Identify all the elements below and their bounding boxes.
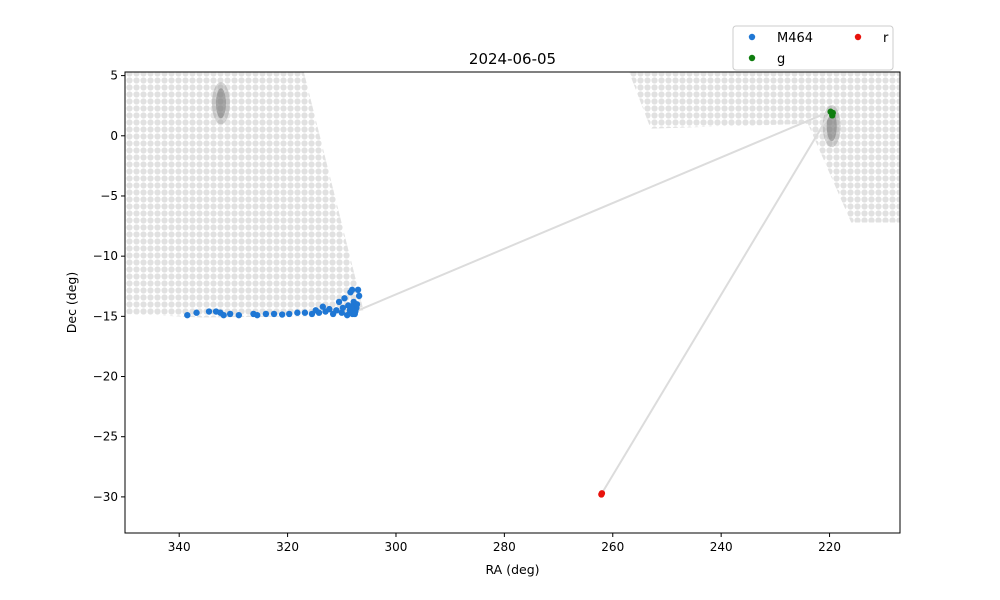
legend-box	[732, 25, 894, 71]
point-m464	[319, 303, 327, 310]
point-m464	[354, 286, 362, 294]
point-m464	[339, 304, 347, 312]
x-tick-label: 240	[710, 540, 733, 554]
point-m464	[220, 311, 227, 319]
legend-marker-m464	[748, 33, 756, 41]
plot-frame	[124, 71, 901, 534]
x-tick-label: 340	[168, 540, 191, 554]
legend-label-r: r	[883, 31, 889, 46]
point-m464	[333, 307, 340, 314]
footprint-field	[629, 72, 900, 223]
point-m464	[184, 311, 191, 319]
point-m464	[278, 311, 286, 318]
data-points	[184, 108, 836, 498]
point-m464	[193, 309, 200, 316]
y-tick-label: −25	[93, 430, 118, 444]
y-tick-label: 0	[110, 129, 118, 143]
point-m464	[341, 295, 348, 302]
point-m464	[355, 292, 363, 300]
galaxy-blob-core	[826, 111, 837, 142]
y-tick-label: 5	[110, 69, 118, 83]
y-tick-label: −10	[93, 249, 118, 263]
legend-marker-r	[854, 33, 862, 41]
legend-label-g: g	[777, 52, 785, 67]
point-m464	[286, 310, 293, 318]
point-m464	[294, 309, 301, 316]
point-m464	[205, 308, 213, 315]
x-tick-label: 320	[276, 540, 299, 554]
y-tick-label: −30	[93, 490, 118, 504]
galaxy-blob-core	[215, 88, 226, 119]
point-m464	[235, 311, 243, 319]
point-m464	[353, 301, 361, 308]
point-m464	[348, 286, 356, 294]
point-m464	[270, 310, 278, 318]
track-line	[601, 113, 831, 494]
x-tick-label: 300	[385, 540, 408, 554]
chart-title: 2024-06-05	[469, 50, 556, 68]
y-tick-label: −15	[93, 309, 118, 323]
x-axis: 340 320 300 280 260 240 220	[168, 533, 841, 554]
point-m464	[315, 309, 323, 316]
galaxy-blob	[822, 105, 841, 148]
x-tick-label: 280	[493, 540, 516, 554]
track-lines	[354, 110, 831, 494]
point-m464	[226, 310, 234, 318]
y-tick-label: −20	[93, 370, 118, 384]
y-axis-label: Dec (deg)	[64, 272, 79, 333]
point-m464	[348, 303, 355, 310]
point-m464	[338, 309, 345, 316]
legend-label-m464: M464	[777, 31, 813, 46]
track-line	[354, 110, 830, 313]
point-g	[829, 109, 836, 117]
point-m464	[262, 310, 270, 318]
y-tick-label: −5	[100, 189, 118, 203]
point-r	[598, 491, 605, 498]
footprint-field	[125, 72, 364, 318]
point-m464	[335, 298, 343, 306]
legend-marker-g	[748, 54, 756, 62]
x-tick-label: 220	[818, 540, 841, 554]
galaxy-blob	[211, 82, 230, 125]
x-axis-label: RA (deg)	[485, 562, 539, 577]
point-m464	[326, 305, 333, 313]
point-m464	[301, 309, 309, 316]
point-m464	[254, 311, 261, 319]
legend: M464 g r	[732, 25, 894, 71]
survey-footprint	[125, 72, 900, 318]
point-m464	[344, 311, 351, 319]
y-axis: 5 0 −5 −10 −15 −20 −25 −30	[93, 69, 125, 504]
point-m464	[351, 310, 358, 318]
x-tick-label: 260	[601, 540, 624, 554]
